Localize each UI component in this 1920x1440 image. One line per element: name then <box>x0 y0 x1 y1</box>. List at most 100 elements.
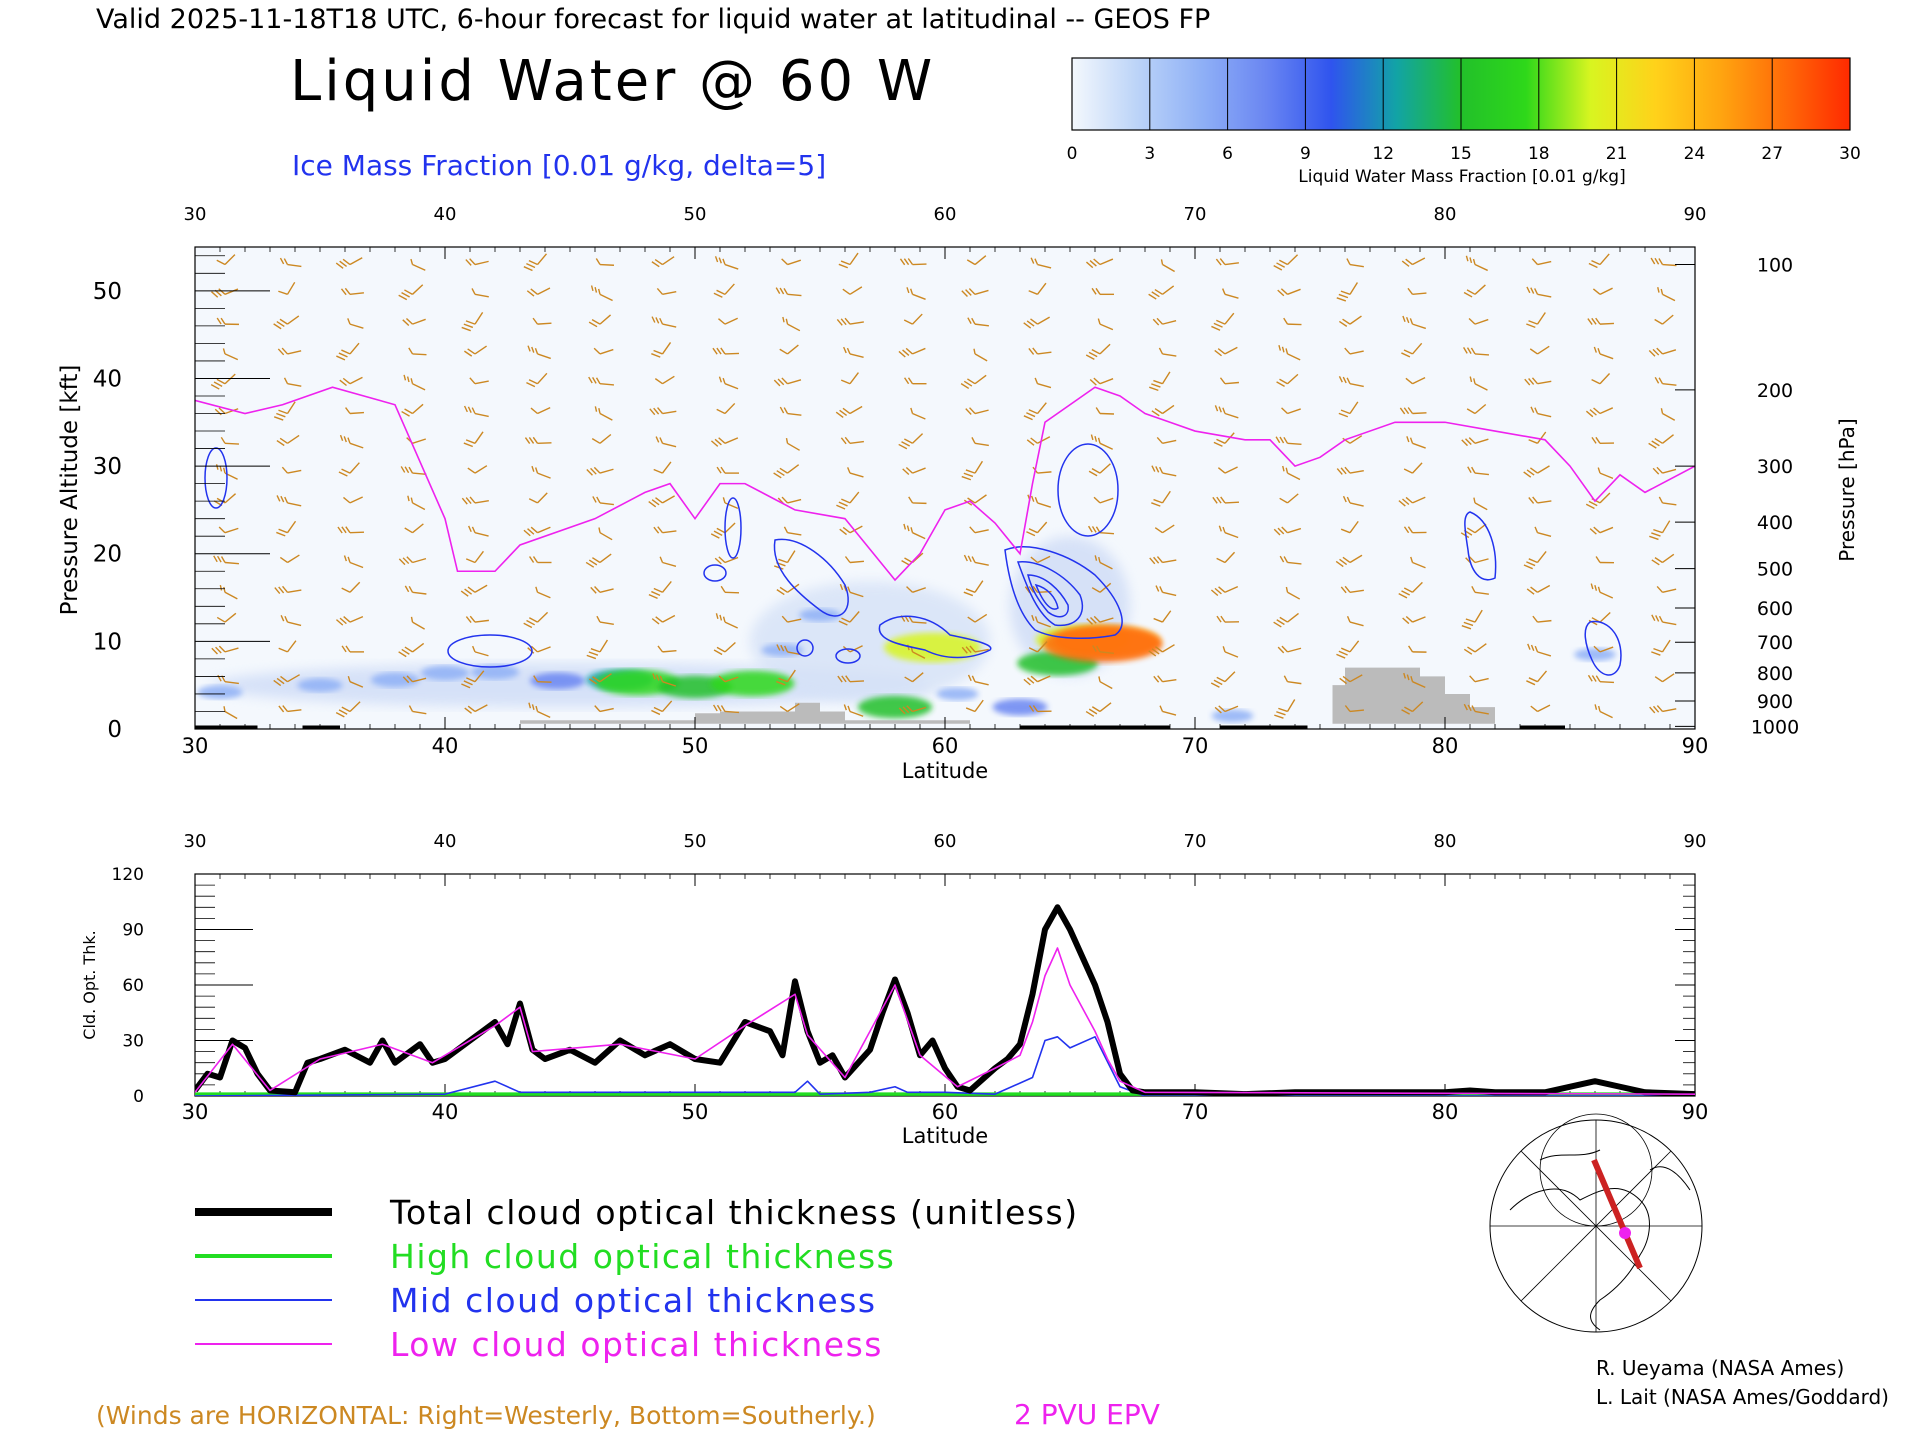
wind-barb <box>1408 645 1427 653</box>
wind-barb <box>776 669 796 686</box>
top-x-tick-label: 40 <box>434 831 457 852</box>
x-tick-label: 80 <box>1432 734 1459 758</box>
wind-barb <box>715 613 738 629</box>
legend-label: High cloud optical thickness <box>390 1237 895 1276</box>
wind-barb <box>1279 555 1302 565</box>
wind-barb <box>219 584 238 600</box>
epv-label: 2 PVU EPV <box>1014 1398 1160 1431</box>
wind-barb <box>588 314 612 328</box>
wind-barb <box>967 674 989 686</box>
wind-barb <box>1651 639 1671 656</box>
wind-barb <box>1649 520 1671 541</box>
wind-barb <box>775 287 802 297</box>
wind-barb <box>1097 318 1114 331</box>
wind-barb <box>967 613 988 623</box>
wind-barb <box>1154 524 1175 534</box>
wind-barb <box>1275 436 1302 445</box>
wind-barb <box>657 645 677 653</box>
wind-barb <box>651 316 677 328</box>
y2-tick-label: 700 <box>1757 632 1793 654</box>
wind-barb <box>1526 670 1548 686</box>
wind-barb <box>1587 674 1615 684</box>
y-tick-label: 50 <box>93 279 122 305</box>
wind-barb <box>523 526 551 537</box>
wind-barb <box>839 525 863 536</box>
wind-barb <box>276 495 302 507</box>
wind-barb <box>1461 609 1483 630</box>
colorbar-tick-label: 6 <box>1222 144 1233 164</box>
wind-barb <box>1534 526 1552 537</box>
wind-barb <box>720 585 740 594</box>
wind-barb <box>713 283 735 298</box>
wind-barb <box>1335 554 1363 568</box>
wind-barb <box>1651 553 1675 566</box>
wind-barb <box>651 256 675 268</box>
liquid-water-blob <box>197 685 243 700</box>
wind-barb <box>1085 258 1114 269</box>
top-x-tick-label: 80 <box>1434 204 1457 225</box>
wind-barb <box>963 554 989 566</box>
wind-barb <box>1222 646 1239 658</box>
wind-barb <box>280 615 302 627</box>
wind-barb <box>837 675 865 683</box>
wind-barb <box>279 257 302 268</box>
ice-contour <box>724 497 742 559</box>
wind-barb <box>773 464 800 479</box>
wind-barb <box>467 465 488 474</box>
ice-contour <box>1464 511 1497 581</box>
wind-barb <box>592 496 614 506</box>
legend: Total cloud optical thickness (unitless)… <box>195 1193 1077 1364</box>
wind-barb <box>1471 586 1489 595</box>
wind-barb <box>1030 257 1052 269</box>
wind-barb <box>1526 312 1546 329</box>
ice-contour <box>1584 620 1622 676</box>
y-tick-label: 120 <box>112 865 144 885</box>
top-x-tick-label: 30 <box>184 831 207 852</box>
wind-barb <box>1585 407 1614 418</box>
wind-barb <box>1034 377 1052 389</box>
wind-barb <box>335 257 363 269</box>
wind-barb <box>1217 466 1238 474</box>
wind-barb <box>1398 581 1423 599</box>
liquid-water-blob <box>370 672 420 688</box>
wind-barb <box>1466 403 1487 415</box>
wind-barb <box>1214 705 1239 714</box>
wind-barb <box>906 287 926 300</box>
top-x-tick-label: 40 <box>434 204 457 225</box>
wind-barb <box>526 287 551 297</box>
wind-barb <box>1657 287 1676 302</box>
wind-barb <box>1213 432 1235 447</box>
wind-barb <box>781 258 802 266</box>
top-x-tick-label: 30 <box>184 204 207 225</box>
ice-contour <box>1004 546 1123 640</box>
wind-barb <box>1285 586 1301 600</box>
wind-barb <box>652 673 677 687</box>
wind-barb <box>1590 583 1614 599</box>
wind-barb <box>1340 585 1364 594</box>
ice-contour <box>773 538 849 617</box>
wind-barb <box>218 526 239 534</box>
wind-barb <box>973 348 988 362</box>
colorbar-label: Liquid Water Mass Fraction [0.01 g/kg] <box>1298 167 1625 187</box>
wind-barb <box>345 407 365 415</box>
wind-barb <box>840 436 864 445</box>
wind-barb <box>1650 257 1677 267</box>
wind-barb <box>528 556 552 564</box>
wind-barb <box>1090 434 1113 450</box>
wind-barb <box>398 556 427 566</box>
wind-barb <box>340 287 364 296</box>
wind-barb <box>651 342 672 358</box>
wind-barb <box>339 376 363 387</box>
wind-barb <box>273 401 296 421</box>
wind-barb <box>971 437 989 447</box>
wind-barb <box>1588 253 1610 269</box>
wind-barb <box>404 523 424 534</box>
liquid-water-blob <box>530 672 585 690</box>
wind-barb <box>223 706 238 720</box>
wind-barb <box>1593 346 1614 360</box>
wind-barb <box>961 288 989 297</box>
wind-barb <box>783 526 802 536</box>
wind-barb <box>1091 582 1112 593</box>
wind-barb <box>1091 287 1114 296</box>
wind-barb <box>1527 643 1552 657</box>
